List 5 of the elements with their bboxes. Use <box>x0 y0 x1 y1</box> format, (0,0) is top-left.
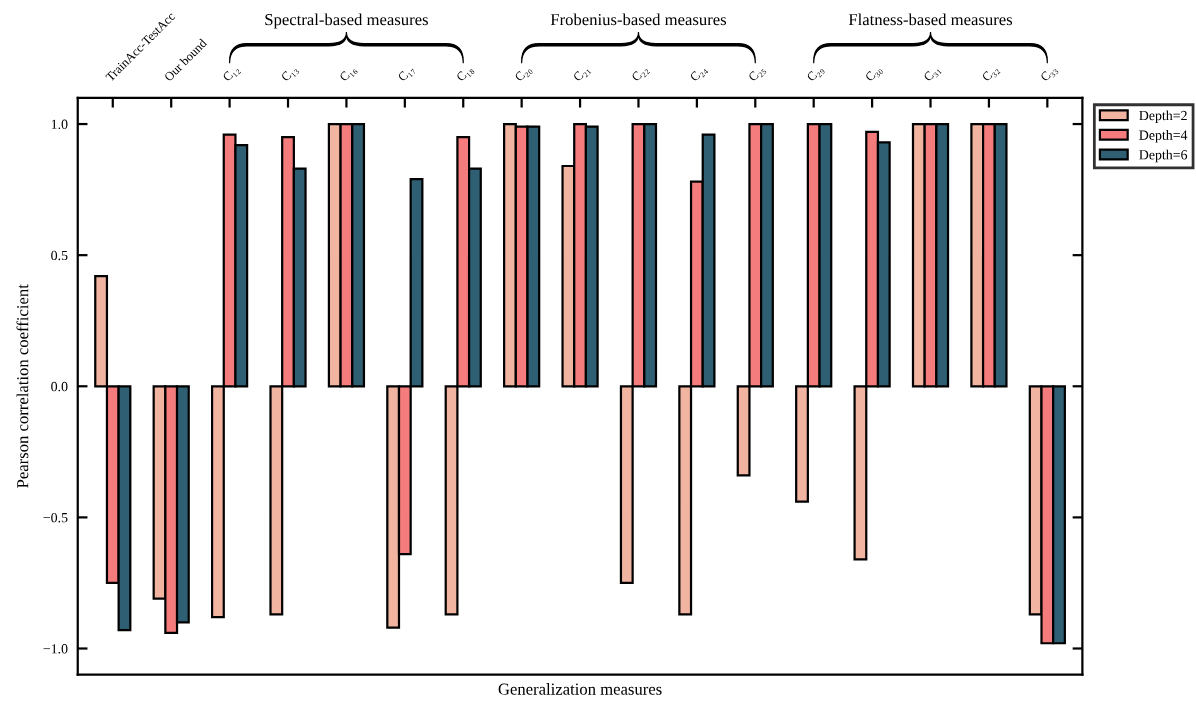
text: Frobenius-based measures <box>550 13 727 26</box>
x-axis-title: Generalization measures <box>498 683 662 695</box>
y-axis-title: Pearson correlation coefficient <box>16 284 29 488</box>
text: Spectral-based measures <box>265 13 428 29</box>
text: Flatness-based measures <box>848 13 1013 26</box>
